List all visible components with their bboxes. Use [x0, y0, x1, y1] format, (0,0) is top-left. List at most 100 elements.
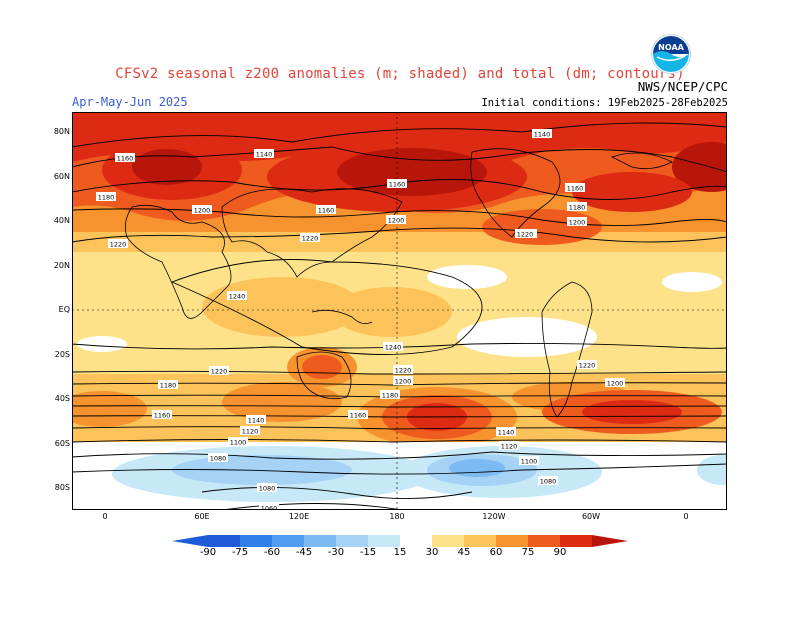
contour-label: 1120 [499, 441, 519, 451]
contour-label: 1160 [115, 153, 135, 163]
lat-label: 40N [53, 216, 70, 225]
colorbar-label: 30 [425, 547, 439, 558]
contour-label: 1160 [387, 179, 407, 189]
svg-text:1160: 1160 [117, 155, 134, 163]
colorbar-cell [560, 535, 592, 547]
svg-text:1100: 1100 [230, 439, 247, 447]
contour-label: 1160 [316, 205, 336, 215]
contour-label: 1100 [228, 437, 248, 447]
contour-label: 1080 [208, 453, 228, 463]
contour-label: 1160 [348, 410, 368, 420]
contour-label: 1180 [567, 202, 587, 212]
svg-text:1220: 1220 [579, 362, 596, 370]
contour-label: 1220 [393, 365, 413, 375]
colorbar-cell [240, 535, 272, 547]
svg-text:1160: 1160 [389, 181, 406, 189]
colorbar-arrow-low [172, 535, 208, 547]
contour-label: 1240 [227, 291, 247, 301]
svg-text:1080: 1080 [210, 455, 227, 463]
contour-label: 1140 [496, 427, 516, 437]
svg-text:1160: 1160 [350, 412, 367, 420]
svg-text:1180: 1180 [382, 392, 399, 400]
lat-label: 20S [54, 350, 70, 359]
lon-label: 60W [581, 512, 601, 521]
svg-text:1200: 1200 [395, 378, 412, 386]
colorbar-label: -15 [359, 547, 377, 558]
lat-label: 20N [53, 261, 70, 270]
svg-text:1200: 1200 [194, 207, 211, 215]
svg-text:1120: 1120 [501, 443, 518, 451]
lat-label: 60S [54, 439, 70, 448]
svg-text:1180: 1180 [98, 194, 115, 202]
contour-label: 1080 [257, 483, 277, 493]
svg-text:1140: 1140 [534, 131, 551, 139]
contour-label: 1140 [254, 149, 274, 159]
svg-text:1080: 1080 [540, 478, 557, 486]
svg-text:1240: 1240 [385, 344, 402, 352]
colorbar-cell [208, 535, 240, 547]
svg-text:1100: 1100 [521, 458, 538, 466]
contour-label: 1220 [300, 233, 320, 243]
lat-label: 60N [53, 172, 70, 181]
svg-text:1220: 1220 [211, 368, 228, 376]
contour-label: 1220 [577, 360, 597, 370]
contour-label: 1240 [383, 342, 403, 352]
colorbar-label: 60 [489, 547, 503, 558]
colorbar-label: -60 [263, 547, 281, 558]
colorbar-label: -75 [231, 547, 249, 558]
colorbar [172, 535, 628, 547]
svg-text:1180: 1180 [569, 204, 586, 212]
forecast-map: 1140 1160 1140 1160 1180 1160 1180 1200 … [72, 112, 727, 510]
contour-label: 1080 [538, 476, 558, 486]
contour-label: 1200 [605, 378, 625, 388]
colorbar-cell [304, 535, 336, 547]
lat-label: EQ [58, 305, 70, 314]
colorbar-cell [336, 535, 368, 547]
svg-text:1220: 1220 [517, 231, 534, 239]
lon-label: 180 [389, 512, 405, 521]
lon-label: 60E [194, 512, 210, 521]
contour-label: 1140 [246, 415, 266, 425]
agency-label: NWS/NCEP/CPC [637, 79, 728, 94]
anomaly-shading [72, 112, 727, 510]
contour-label: 1100 [519, 456, 539, 466]
colorbar-label: -90 [199, 547, 217, 558]
contour-label: 1180 [380, 390, 400, 400]
svg-text:1200: 1200 [569, 219, 586, 227]
contour-label: 1220 [108, 239, 128, 249]
contour-label: 1160 [152, 410, 172, 420]
svg-text:1220: 1220 [395, 367, 412, 375]
contour-label: 1180 [96, 192, 116, 202]
contour-label: 1060 [259, 503, 279, 510]
svg-text:1060: 1060 [261, 505, 278, 511]
contour-label: 1200 [386, 215, 406, 225]
colorbar-cell [368, 535, 400, 547]
colorbar-label: -30 [327, 547, 345, 558]
noaa-logo: NOAA [651, 34, 691, 74]
colorbar-label: 90 [553, 547, 567, 558]
svg-text:1200: 1200 [607, 380, 624, 388]
colorbar-cell [400, 535, 432, 547]
contour-label: 1140 [532, 129, 552, 139]
contour-label: 1160 [565, 183, 585, 193]
svg-text:1160: 1160 [154, 412, 171, 420]
svg-text:1140: 1140 [256, 151, 273, 159]
lon-label: 0 [683, 512, 689, 521]
lon-label: 120E [288, 512, 310, 521]
lon-label: 0 [102, 512, 108, 521]
lat-label: 80N [53, 127, 70, 136]
lat-label: 80S [54, 483, 70, 492]
lat-label: 40S [54, 394, 70, 403]
colorbar-label: -45 [295, 547, 313, 558]
grid-lines [72, 112, 727, 510]
contour-label-layer: 1140 1160 1140 1160 1180 1160 1180 1200 … [96, 129, 625, 510]
svg-text:1140: 1140 [248, 417, 265, 425]
colorbar-arrow-high [592, 535, 628, 547]
contour-label: 1120 [240, 426, 260, 436]
svg-text:1160: 1160 [567, 185, 584, 193]
svg-text:1080: 1080 [259, 485, 276, 493]
colorbar-cell [432, 535, 464, 547]
contour-label: 1200 [567, 217, 587, 227]
chart-title: CFSv2 seasonal z200 anomalies (m; shaded… [115, 66, 685, 82]
contour-label: 1180 [158, 380, 178, 390]
